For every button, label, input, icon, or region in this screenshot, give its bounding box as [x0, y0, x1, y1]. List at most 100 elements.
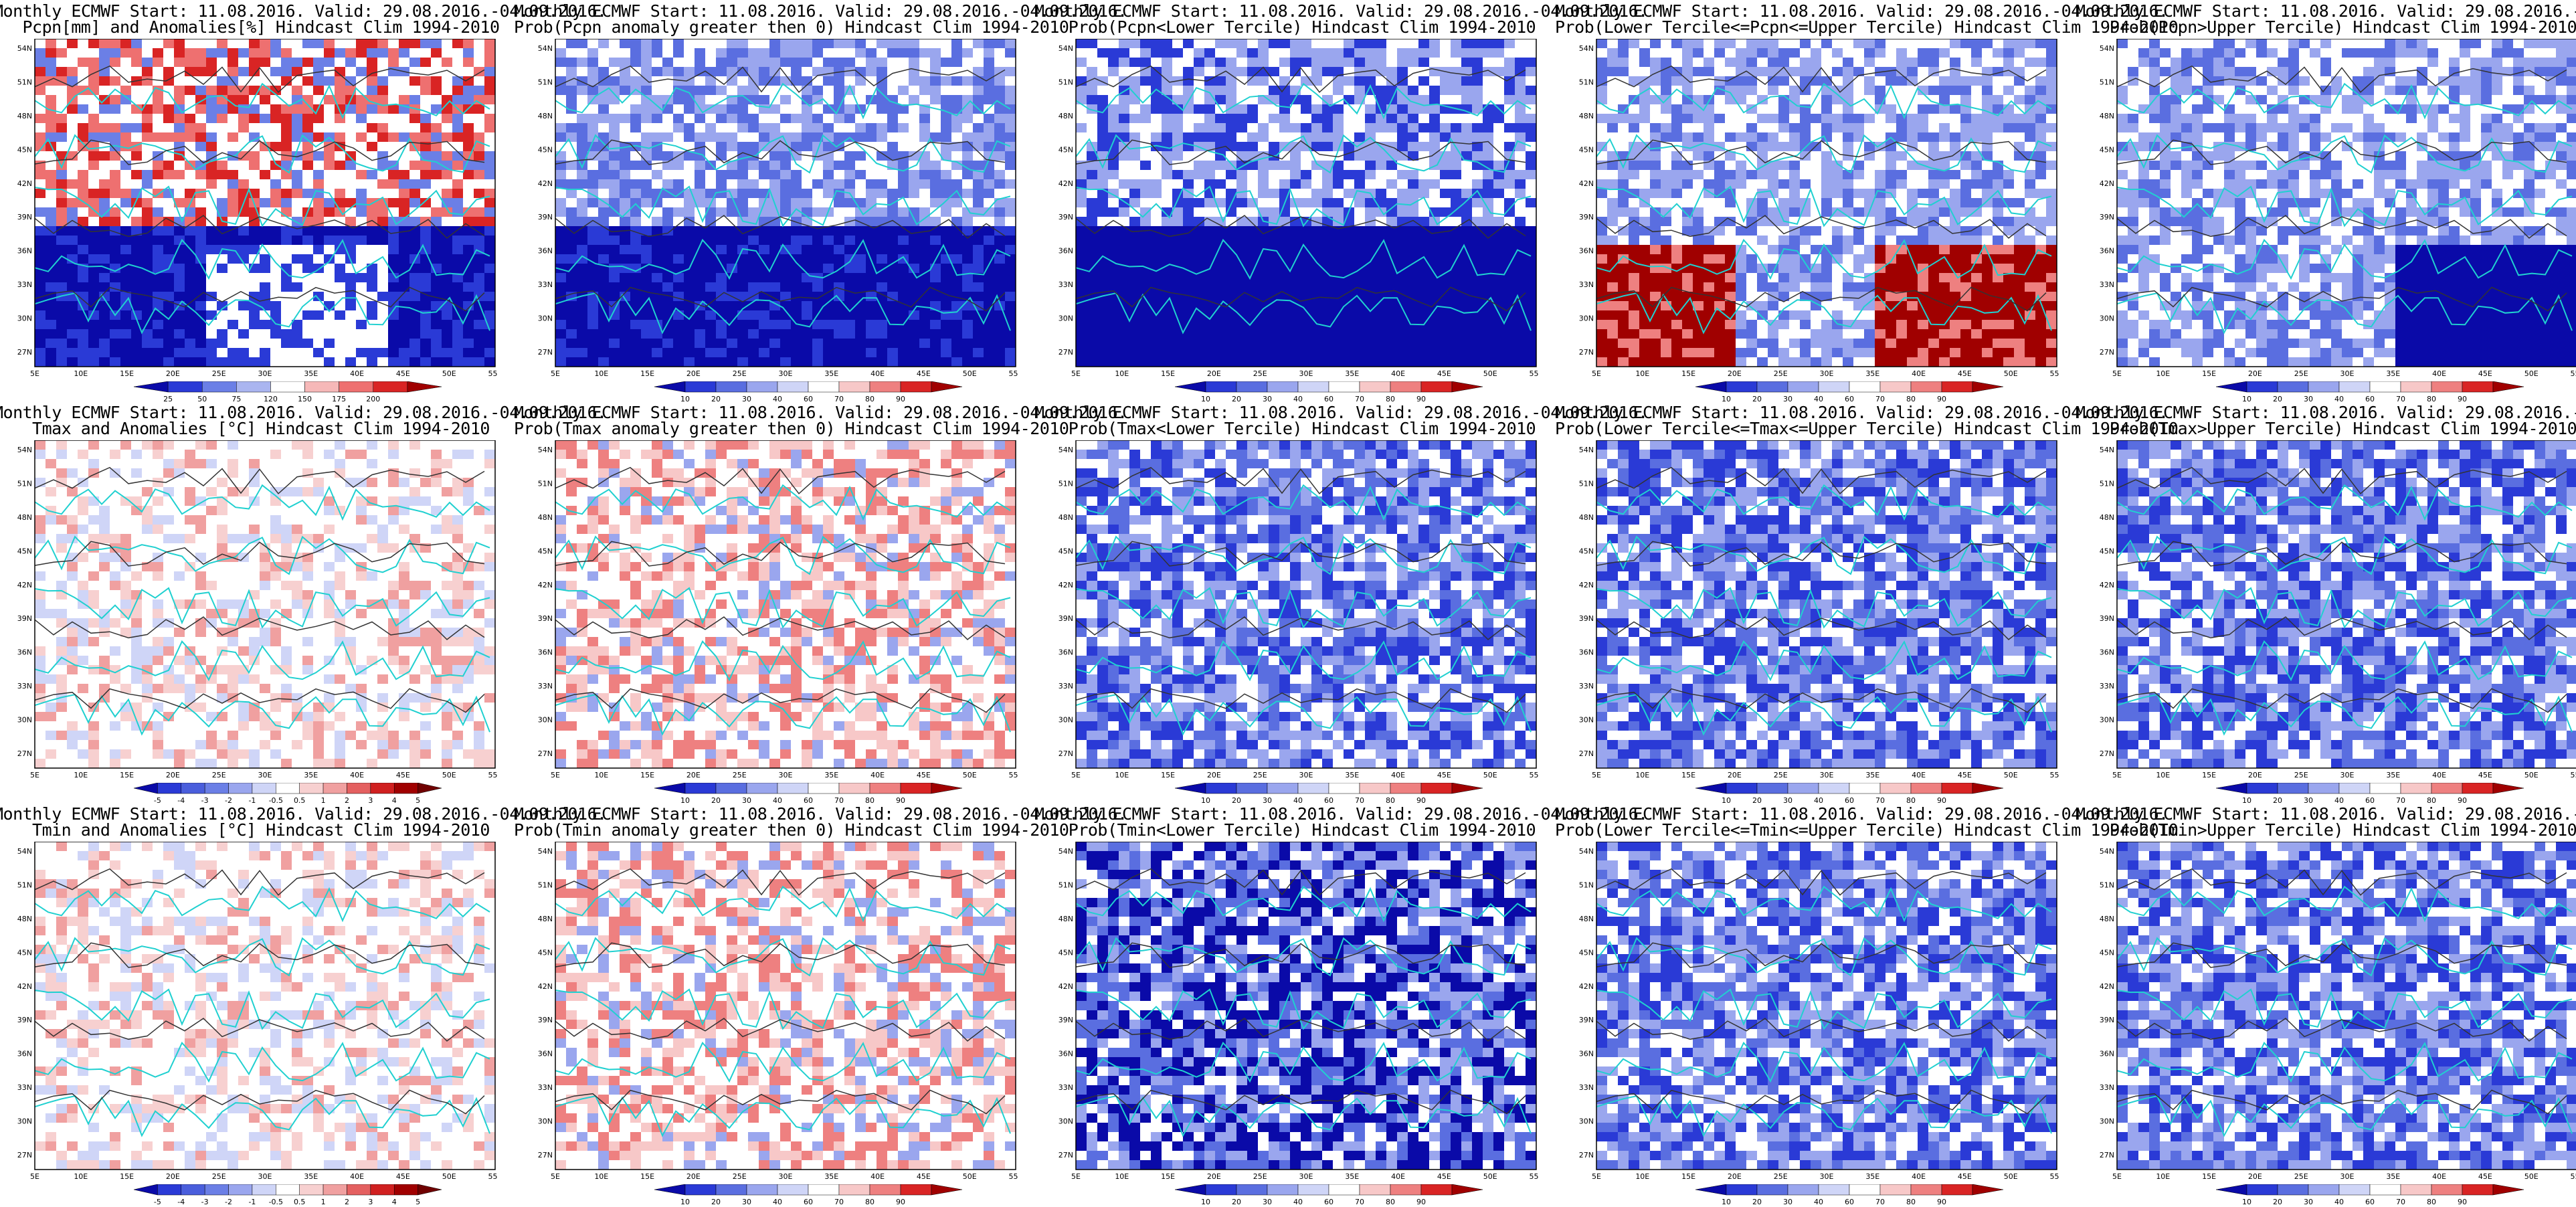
colorbar-tick-label: 0.5: [294, 1198, 306, 1206]
forecast-map: 54N 51N 48N 45N 42N 39N 36N 33N 30N 27N 5E 10E 15E 20…: [1579, 842, 2059, 1181]
map-panel: Monthly ECMWF Start: 11.08.2016. Valid: …: [1555, 0, 2179, 404]
longitude-label: 10E: [1115, 771, 1129, 779]
longitude-label: 45E: [396, 1172, 410, 1181]
latitude-label: 27N: [538, 348, 553, 357]
colorbar-tick-label: 150: [298, 395, 312, 403]
colorbar-tick-label: 10: [1201, 796, 1210, 805]
colorbar-tick-label: 60: [1324, 1198, 1333, 1206]
forecast-map: 54N 51N 48N 45N 42N 39N 36N 33N 30N 27N 5E 10E 15E 20…: [538, 440, 1018, 779]
panel-title-line1: Monthly ECMWF Start: 11.08.2016. Valid: …: [1034, 3, 1648, 20]
colorbar-tick-label: 30: [2304, 796, 2313, 805]
longitude-label: 5E: [1071, 369, 1081, 378]
longitude-label: 50E: [442, 1172, 456, 1181]
longitude-label: 15E: [640, 1172, 654, 1181]
longitude-label: 30E: [1820, 369, 1834, 378]
map-panel: Monthly ECMWF Start: 11.08.2016. Valid: …: [1555, 803, 2179, 1207]
latitude-label: 51N: [538, 880, 553, 889]
longitude-label: 5E: [1071, 771, 1081, 779]
forecast-map: 54N 51N 48N 45N 42N 39N 36N 33N 30N 27N 5E 10E 15E 20…: [17, 39, 498, 378]
latitude-label: 27N: [2100, 348, 2114, 357]
colorbar-tick-label: -5: [154, 796, 161, 805]
latitude-label: 51N: [1059, 78, 1073, 86]
colorbar-tick-label: 10: [680, 796, 690, 805]
longitude-label: 45E: [396, 771, 410, 779]
colorbar-tick-label: 40: [773, 796, 782, 805]
latitude-label: 39N: [1059, 614, 1073, 623]
longitude-label: 40E: [1912, 771, 1926, 779]
colorbar-tick-label: -1: [248, 1198, 256, 1206]
latitude-label: 36N: [17, 648, 32, 657]
colorbar-tick-label: 60: [1845, 1198, 1854, 1206]
latitude-label: 33N: [538, 1083, 553, 1092]
colorbar-tick-label: 10: [680, 395, 690, 403]
longitude-label: 45E: [1437, 369, 1451, 378]
longitude-label: 55E: [2571, 1172, 2576, 1181]
colorbar-tick-label: 5: [416, 796, 420, 805]
longitude-label: 5E: [30, 771, 39, 779]
latitude-label: 45N: [538, 145, 553, 154]
colorbar-tick-label: 30: [1263, 796, 1272, 805]
longitude-label: 50E: [2004, 1172, 2018, 1181]
longitude-label: 45E: [1437, 771, 1451, 779]
latitude-label: 48N: [538, 915, 553, 923]
longitude-label: 20E: [686, 1172, 701, 1181]
longitude-label: 35E: [1865, 369, 1879, 378]
colorbar: 10 20 30 40 60 70 80 90: [2215, 783, 2524, 805]
latitude-label: 48N: [2100, 513, 2114, 522]
colorbar-tick-label: -2: [225, 796, 232, 805]
colorbar-tick-label: 40: [1293, 395, 1303, 403]
longitude-label: 20E: [1728, 771, 1742, 779]
map-panel: Monthly ECMWF Start: 11.08.2016. Valid: …: [1034, 401, 1648, 806]
longitude-label: 25E: [212, 771, 226, 779]
panel-title-line2: Prob(Tmin>Upper Tercile) Hindcast Clim 1…: [2076, 822, 2576, 839]
longitude-label: 40E: [2432, 369, 2446, 378]
latitude-label: 51N: [1059, 880, 1073, 889]
colorbar-tick-label: 90: [2458, 1198, 2467, 1206]
colorbar-tick-label: 60: [1324, 395, 1333, 403]
longitude-label: 45E: [917, 771, 931, 779]
colorbar-tick-label: -4: [177, 796, 185, 805]
longitude-label: 40E: [2432, 1172, 2446, 1181]
longitude-label: 40E: [1391, 369, 1405, 378]
latitude-label: 54N: [17, 44, 32, 53]
colorbar: 10 20 30 40 60 70 80 90: [1695, 381, 2004, 403]
panel-title-line2: Prob(Tmin<Lower Tercile) Hindcast Clim 1…: [1034, 822, 1570, 839]
latitude-label: 54N: [1579, 44, 1594, 53]
colorbar-tick-label: 70: [1875, 1198, 1885, 1206]
latitude-label: 54N: [1059, 44, 1073, 53]
latitude-label: 39N: [1579, 213, 1594, 221]
latitude-label: 36N: [1059, 1050, 1073, 1058]
colorbar-tick-label: 3: [368, 796, 373, 805]
longitude-label: 20E: [1207, 771, 1221, 779]
colorbar-tick-label: -2: [225, 1198, 232, 1206]
colorbar-tick-label: 20: [1752, 395, 1762, 403]
longitude-label: 10E: [74, 369, 88, 378]
map-panel: Monthly ECMWF Start: 11.08.2016. Valid: …: [2076, 401, 2576, 805]
colorbar-tick-label: 10: [1201, 395, 1210, 403]
colorbar-tick-label: 70: [834, 796, 844, 805]
colorbar-tick-label: 70: [1875, 796, 1885, 805]
colorbar-tick-label: 0.5: [294, 796, 306, 805]
longitude-label: 20E: [686, 369, 701, 378]
colorbar-tick-label: 70: [1875, 395, 1885, 403]
longitude-label: 35E: [2386, 771, 2400, 779]
colorbar-tick-label: 120: [264, 395, 278, 403]
longitude-label: 55E: [488, 369, 498, 378]
colorbar-tick-label: 30: [2304, 395, 2313, 403]
latitude-label: 42N: [2100, 982, 2114, 991]
longitude-label: 15E: [2202, 1172, 2216, 1181]
map-panel: Monthly ECMWF Start: 11.08.2016. Valid: …: [514, 0, 1127, 404]
colorbar-tick-label: 200: [366, 395, 380, 403]
panel-title-line1: Monthly ECMWF Start: 11.08.2016. Valid: …: [2076, 806, 2576, 823]
latitude-label: 48N: [538, 513, 553, 522]
colorbar-tick-label: 1: [321, 1198, 326, 1206]
colorbar-tick-label: 20: [2273, 1198, 2282, 1206]
panel-title-line2: Prob(Lower Tercile<=Tmin<=Upper Tercile)…: [1555, 822, 2179, 839]
latitude-label: 42N: [17, 982, 32, 991]
colorbar-tick-label: 20: [711, 1198, 721, 1206]
latitude-label: 33N: [538, 682, 553, 690]
longitude-label: 30E: [1299, 1172, 1313, 1181]
latitude-label: 45N: [1059, 145, 1073, 154]
panel-title-line2: Prob(Pcpn anomaly greater then 0) Hindca…: [514, 19, 1069, 36]
latitude-label: 30N: [538, 1117, 553, 1126]
